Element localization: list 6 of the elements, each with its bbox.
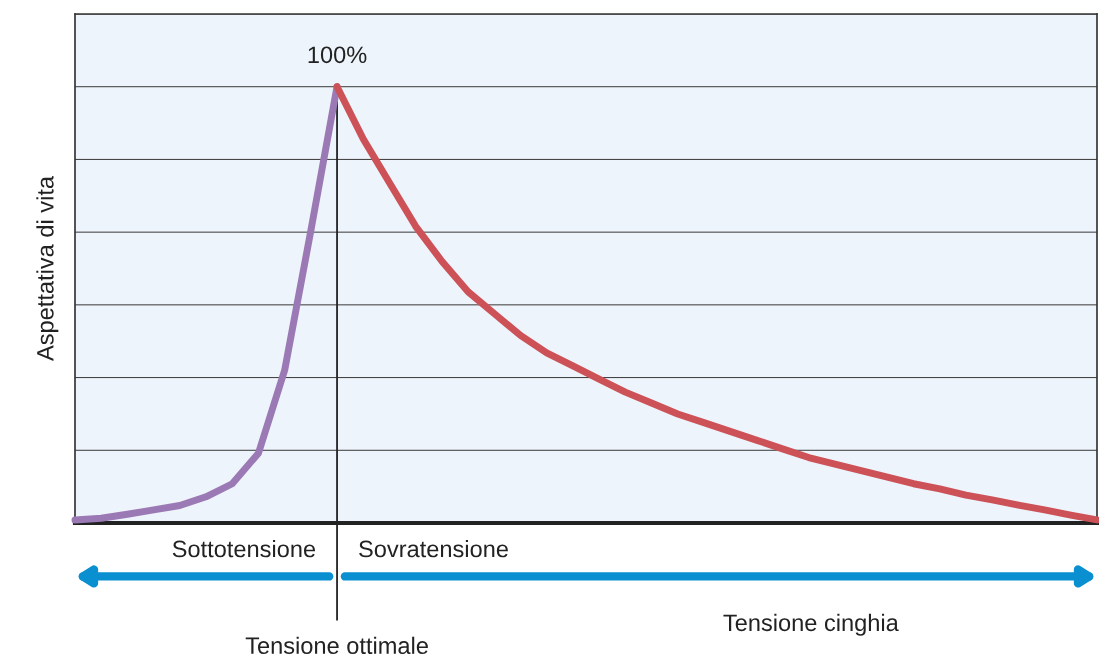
text: Tensione ottimale bbox=[245, 636, 428, 655]
text: 100% bbox=[308, 46, 367, 64]
x-axis-title: Tensione cinghia bbox=[723, 613, 899, 636]
y-axis-title: Aspettativa di vita bbox=[36, 175, 59, 361]
text: Sottotensione bbox=[172, 539, 316, 558]
text: Sovratensione bbox=[359, 539, 508, 558]
